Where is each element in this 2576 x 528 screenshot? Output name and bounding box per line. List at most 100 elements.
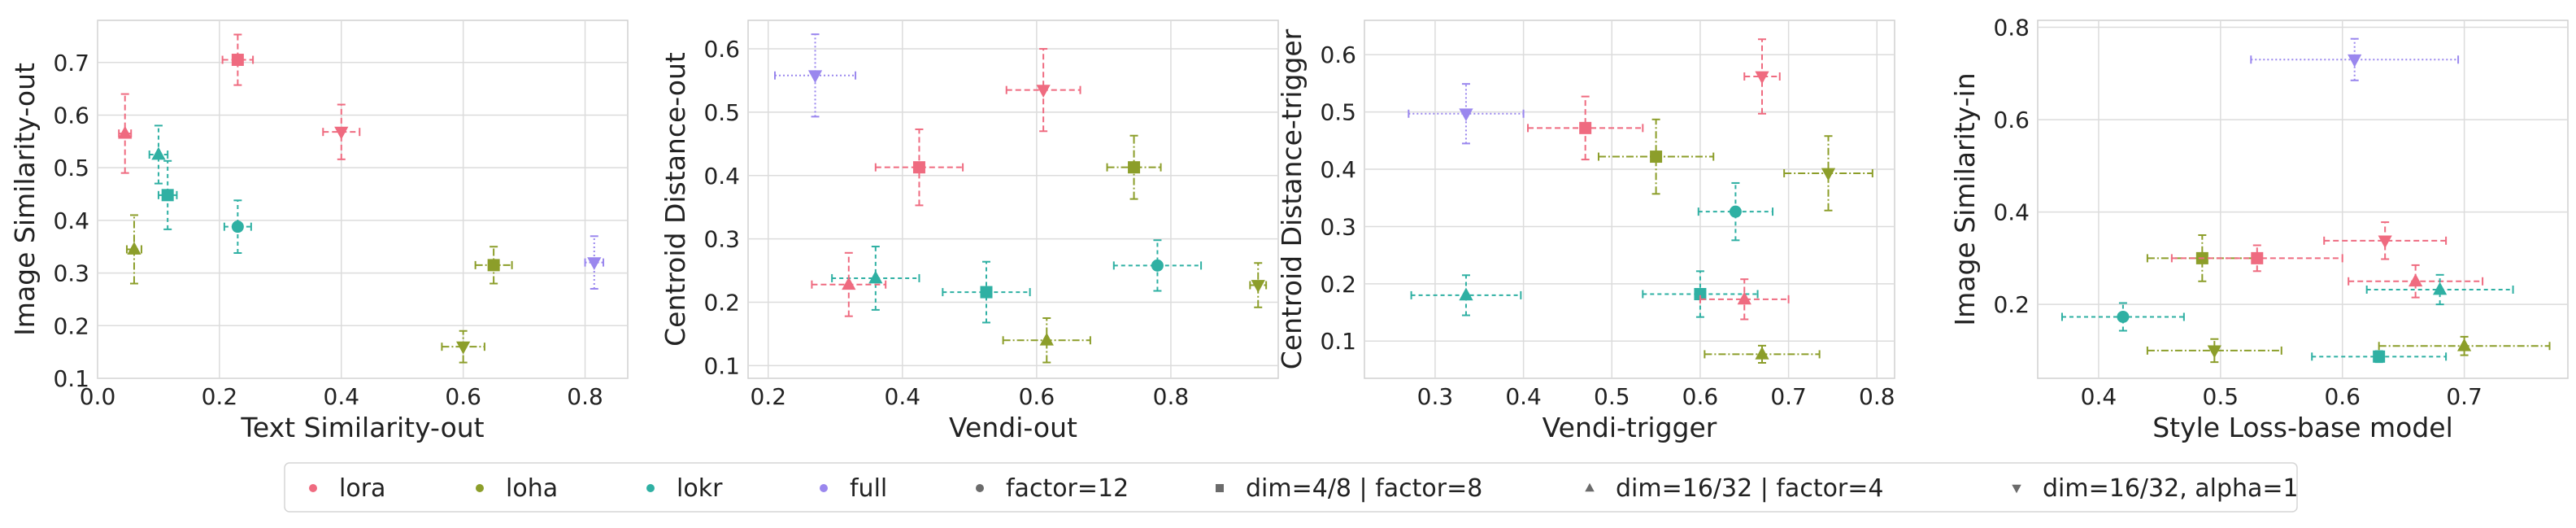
plot-area xyxy=(97,20,629,379)
y-tick-label: 0.5 xyxy=(53,155,89,181)
x-tick-label: 0.4 xyxy=(2081,383,2117,410)
x-tick-label: 0.6 xyxy=(1682,383,1719,410)
plot-area xyxy=(1364,20,1895,379)
data-point xyxy=(2311,350,2448,364)
y-axis-label: Centroid Distance-trigger xyxy=(1276,28,1308,369)
data-point xyxy=(2170,244,2343,273)
point-marker-lora xyxy=(1737,291,1751,305)
legend-label: dim=16/32 | factor=4 xyxy=(1616,474,1884,503)
x-axis-label: Vendi-out xyxy=(949,412,1077,443)
legend-entry: full xyxy=(820,474,887,503)
legend-frame xyxy=(284,462,2298,513)
data-point xyxy=(148,124,169,185)
legend-marker xyxy=(820,484,828,492)
data-point xyxy=(1527,95,1644,161)
y-tick-label: 0.1 xyxy=(53,365,89,392)
x-tick-label: 0.8 xyxy=(567,383,603,410)
data-point xyxy=(2378,335,2551,356)
y-axis-label: Image Similarity-out xyxy=(9,63,41,336)
legend-label: lora xyxy=(339,474,385,503)
legend-entry: factor=12 xyxy=(976,474,1129,503)
legend-marker xyxy=(476,484,484,492)
point-marker-full xyxy=(587,257,602,271)
data-point xyxy=(223,199,252,254)
y-tick-label: 0.7 xyxy=(53,50,89,76)
x-tick-label: 0.5 xyxy=(2203,383,2239,410)
point-marker-lokr xyxy=(2117,310,2130,323)
point-marker-lora xyxy=(842,277,856,290)
point-marker-loha xyxy=(1755,347,1769,360)
chart-panel-3: 0.3 0.4 0.5 0.6 0.7 0.80.10.20.30.40.50.6Vend… xyxy=(1276,20,1895,443)
legend-entry: lokr xyxy=(646,474,723,503)
legend-marker xyxy=(1585,482,1595,492)
point-marker-loha xyxy=(2207,345,2221,359)
data-point xyxy=(1697,181,1774,242)
y-axis-label: Image Similarity-in xyxy=(1949,72,1981,325)
legend-marker xyxy=(1216,484,1224,492)
point-marker-lora xyxy=(2408,273,2423,287)
point-marker-lora xyxy=(334,126,349,140)
y-tick-label: 0.6 xyxy=(1993,107,2030,133)
point-marker-full xyxy=(1459,108,1473,122)
x-axis-label: Vendi-trigger xyxy=(1543,412,1717,443)
legend-entry: loha xyxy=(476,474,558,503)
point-marker-lokr xyxy=(151,146,166,160)
data-point xyxy=(2146,338,2282,364)
point-marker-lokr xyxy=(1459,287,1473,301)
y-tick-label: 0.3 xyxy=(703,226,740,253)
x-tick-label: 0.7 xyxy=(2446,383,2482,410)
point-marker-loha xyxy=(1039,332,1054,346)
data-point xyxy=(1106,134,1162,200)
x-tick-label: 0.0 xyxy=(80,383,116,410)
y-tick-label: 0.5 xyxy=(703,99,740,126)
y-tick-label: 0.1 xyxy=(1320,328,1356,355)
x-tick-label: 0.6 xyxy=(445,383,481,410)
legend-marker xyxy=(646,484,655,492)
y-tick-label: 0.8 xyxy=(1993,15,2030,41)
point-marker-lokr xyxy=(1151,259,1164,272)
point-marker-loha xyxy=(2456,338,2472,351)
point-marker-lora xyxy=(2378,235,2392,249)
legend-entry: lora xyxy=(309,474,385,503)
data-point xyxy=(221,33,255,86)
point-marker-loha xyxy=(127,242,141,255)
plot-area xyxy=(2037,20,2569,379)
legend-marker xyxy=(2012,484,2021,494)
chart-panel-1: 0.0 0.2 0.4 0.6 0.8 0.1 0.2 0.3 0.4 0.5 0.6 0.7 Text… xyxy=(9,20,629,443)
data-point xyxy=(2250,37,2460,81)
x-tick-label: 0.2 xyxy=(202,383,238,410)
y-tick-label: 0.2 xyxy=(703,290,740,316)
point-marker-lora xyxy=(912,161,925,174)
data-point xyxy=(831,246,920,311)
point-marker-lora xyxy=(1036,85,1051,98)
point-marker-lokr xyxy=(868,270,883,284)
point-marker-full xyxy=(2348,54,2362,68)
chart-panel-2: 0.2 0.4 0.6 0.80.10.20.30.40.50.6Vendi-outC… xyxy=(659,20,1279,443)
data-point xyxy=(1112,239,1203,292)
data-point xyxy=(1783,135,1873,212)
x-tick-label: 0.6 xyxy=(1019,383,1055,410)
point-marker-lokr xyxy=(2373,350,2386,363)
data-point xyxy=(2323,221,2448,260)
point-marker-loha xyxy=(1821,168,1836,181)
point-marker-full xyxy=(807,70,823,84)
data-point xyxy=(942,260,1031,324)
legend-entry: dim=4/8 | factor=8 xyxy=(1216,474,1482,503)
point-marker-lokr xyxy=(980,286,993,299)
point-marker-lora xyxy=(118,125,133,139)
legend-label: dim=4/8 | factor=8 xyxy=(1246,474,1482,503)
y-tick-label: 0.3 xyxy=(53,260,89,287)
data-point xyxy=(2060,302,2185,332)
y-tick-label: 0.4 xyxy=(53,207,89,234)
data-point xyxy=(1410,274,1522,316)
data-point xyxy=(157,159,178,230)
legend-entry: dim=16/32, alpha=1 xyxy=(2012,474,2299,503)
x-tick-label: 0.8 xyxy=(1153,383,1190,410)
data-point xyxy=(2348,264,2484,299)
legend-label: loha xyxy=(506,474,558,503)
y-tick-label: 0.5 xyxy=(1320,99,1356,126)
x-tick-label: 0.8 xyxy=(1859,383,1895,410)
data-point xyxy=(584,235,605,290)
legend-marker xyxy=(976,484,984,492)
